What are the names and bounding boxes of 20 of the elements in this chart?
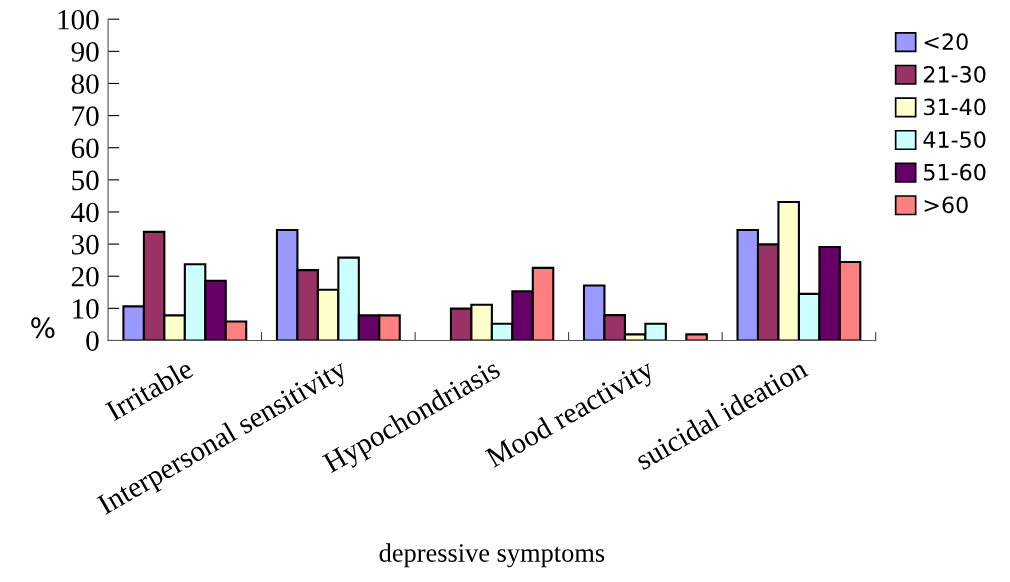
y-tick-label: 20 — [71, 266, 99, 287]
legend-label: >60 — [924, 196, 968, 214]
legend-label: 31-40 — [924, 98, 986, 116]
y-axis-title: % — [31, 317, 55, 339]
y-tick-label: 60 — [71, 138, 99, 159]
y-tick-label: 90 — [71, 42, 99, 62]
legend-label: <20 — [924, 33, 968, 51]
y-tick-label: 10 — [73, 299, 99, 319]
y-tick-label: 70 — [72, 106, 99, 126]
legend-label: 51-60 — [924, 163, 986, 181]
x-axis-title: depressive symptoms — [379, 543, 605, 568]
y-tick-label: 40 — [71, 202, 99, 223]
y-tick-label: 100 — [58, 9, 99, 30]
y-tick-label: 50 — [72, 170, 99, 191]
y-tick-label: 30 — [71, 234, 99, 255]
legend-label: 21-30 — [923, 65, 986, 83]
y-tick-label: 80 — [71, 74, 99, 94]
y-tick-label: 0 — [86, 331, 99, 351]
bar — [685, 333, 708, 341]
legend-label: 41-50 — [923, 131, 986, 148]
